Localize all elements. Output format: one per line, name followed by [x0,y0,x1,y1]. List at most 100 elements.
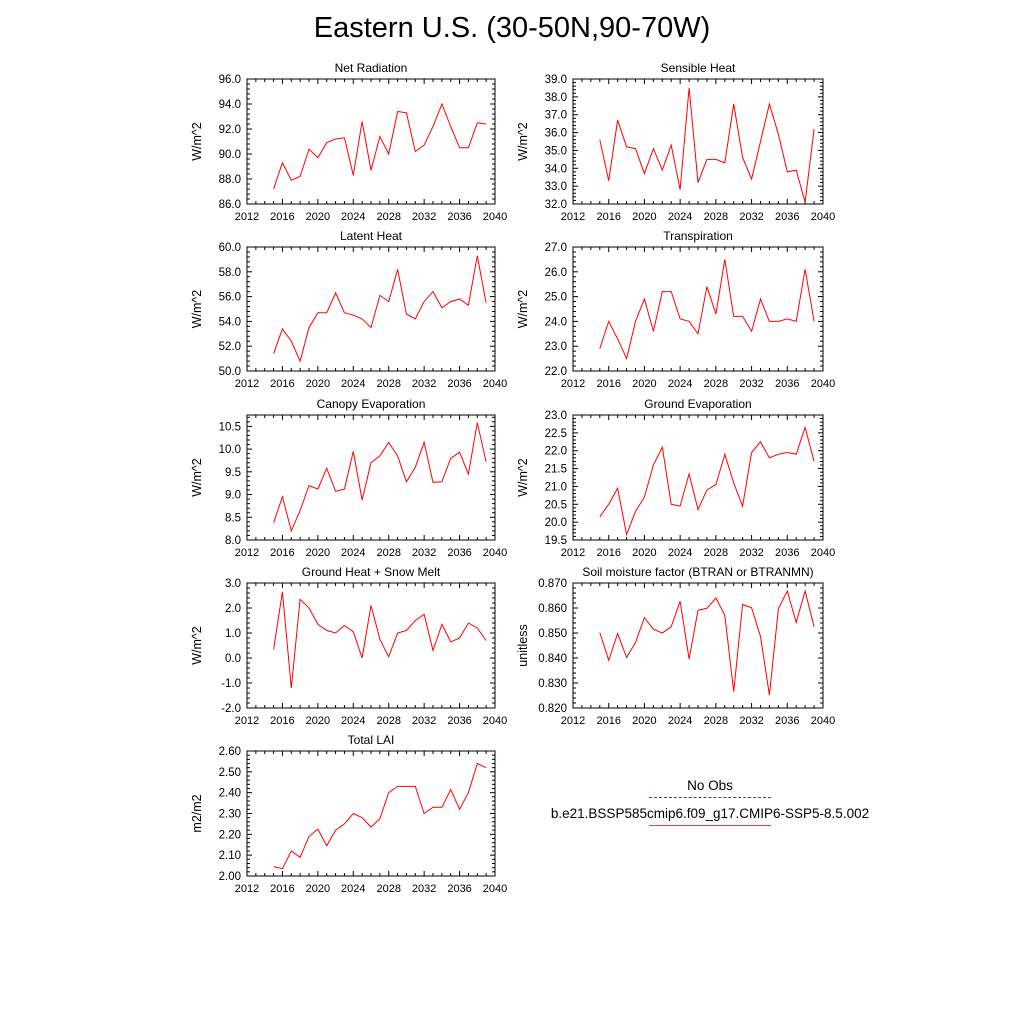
y-tick-label: 33.0 [545,181,567,193]
chart-title: Canopy Evaporation [317,397,426,411]
y-tick-label: 36.0 [545,128,567,140]
x-tick-label: 2040 [811,715,835,727]
x-tick-label: 2032 [739,378,763,390]
y-tick-label: 8.0 [225,535,241,547]
y-tick-label: 2.20 [219,829,241,841]
x-tick-label: 2012 [235,211,259,223]
y-tick-label: 0.0 [225,653,241,665]
chart-canopy-evaporation: Canopy Evaporation W/m^2 2012 2016 2020 2024 2… [190,397,507,559]
legend-line-model [649,825,771,826]
chart-net-radiation: Net Radiation W/m^2 2012 2016 2020 2024 2028 20… [190,61,507,223]
x-tick-label: 2012 [561,378,585,390]
plot-frame [246,414,496,541]
legend-label-model: b.e21.BSSP585cmip6.f09_g17.CMIP6-SSP5-8.… [550,806,870,821]
x-tick-label: 2040 [811,547,835,559]
x-tick-label: 2036 [775,211,799,223]
series-line [273,102,487,190]
x-tick-label: 2036 [447,883,471,895]
x-tick-label: 2024 [668,547,692,559]
chart-title: Ground Evaporation [644,397,751,411]
y-tick-label: 21.5 [545,464,567,476]
x-tick-label: 2028 [376,378,400,390]
y-axis-label: W/m^2 [190,626,204,665]
y-tick-label: 24.0 [545,316,567,328]
x-tick-label: 2040 [483,547,507,559]
plot-frame [572,246,824,372]
x-tick-label: 2036 [447,211,471,223]
x-tick-label: 2028 [704,211,728,223]
x-tick-label: 2032 [412,715,436,727]
x-tick-label: 2028 [704,547,728,559]
y-tick-label: 25.0 [545,292,567,304]
y-tick-label: 23.0 [545,410,567,422]
y-tick-label: 23.0 [545,341,567,353]
series-line [273,422,487,533]
x-tick-label: 2028 [704,715,728,727]
series-line [599,87,815,203]
y-tick-label: 21.0 [545,481,567,493]
x-tick-label: 2040 [483,883,507,895]
x-tick-label: 2020 [306,547,330,559]
y-tick-label: 60.0 [219,242,241,254]
x-tick-label: 2012 [235,715,259,727]
y-tick-label: 22.0 [545,446,567,458]
x-tick-label: 2020 [306,378,330,390]
y-tick-label: 32.0 [545,199,567,211]
y-tick-label: 54.0 [219,316,241,328]
chart-title: Total LAI [348,733,395,747]
legend-line-obs [649,797,771,798]
x-tick-label: 2012 [235,547,259,559]
x-tick-label: 2036 [447,378,471,390]
y-axis-label: m2/m2 [190,794,204,832]
y-tick-label: 56.0 [219,292,241,304]
y-tick-label: -1.0 [221,678,241,690]
x-tick-label: 2036 [775,378,799,390]
x-tick-label: 2036 [447,715,471,727]
y-tick-label: 35.0 [545,145,567,157]
x-tick-label: 2024 [668,715,692,727]
y-tick-label: 3.0 [225,578,241,590]
x-tick-label: 2020 [632,547,656,559]
x-tick-label: 2024 [341,715,365,727]
plot-frame [572,78,824,205]
y-tick-label: 58.0 [219,267,241,279]
y-tick-label: 26.0 [545,267,567,279]
x-tick-label: 2020 [632,715,656,727]
x-tick-label: 2016 [596,715,620,727]
y-tick-label: 9.0 [225,490,241,502]
x-tick-label: 2032 [412,883,436,895]
y-axis-label: W/m^2 [190,458,204,497]
x-tick-label: 2028 [376,883,400,895]
y-tick-label: 2.50 [219,767,241,779]
y-tick-label: 20.5 [545,499,567,511]
chart-ground-evaporation: Ground Evaporation W/m^2 2012 2016 2020 2024 2… [516,397,835,559]
plot-frame [246,78,496,205]
page-title: Eastern U.S. (30-50N,90-70W) [313,12,711,44]
y-tick-label: 2.0 [225,603,241,615]
x-tick-label: 2040 [483,378,507,390]
chart-title: Transpiration [663,229,733,243]
x-tick-label: 2024 [341,547,365,559]
y-tick-label: 8.5 [225,512,241,524]
chart-ground-heat-snow-melt: Ground Heat + Snow Melt W/m^2 2012 2016 2020… [190,565,507,727]
x-tick-label: 2040 [811,211,835,223]
y-tick-label: 1.0 [225,628,241,640]
plot-frame [246,246,496,372]
y-tick-label: 0.870 [538,578,567,590]
plot-frame [572,414,824,541]
y-tick-label: 22.5 [545,428,567,440]
x-tick-label: 2024 [668,211,692,223]
y-axis-label: W/m^2 [190,122,204,161]
series-line [599,425,815,537]
y-tick-label: 34.0 [545,163,567,175]
y-axis-label: W/m^2 [516,122,530,161]
plot-frame [246,582,496,709]
x-tick-label: 2032 [412,547,436,559]
chart-sensible-heat: Sensible Heat W/m^2 2012 2016 2020 2024 2028 20… [516,61,835,223]
x-tick-label: 2024 [668,378,692,390]
x-tick-label: 2016 [596,211,620,223]
y-tick-label: 9.5 [225,467,241,479]
x-tick-label: 2028 [376,211,400,223]
y-tick-label: 39.0 [545,74,567,86]
